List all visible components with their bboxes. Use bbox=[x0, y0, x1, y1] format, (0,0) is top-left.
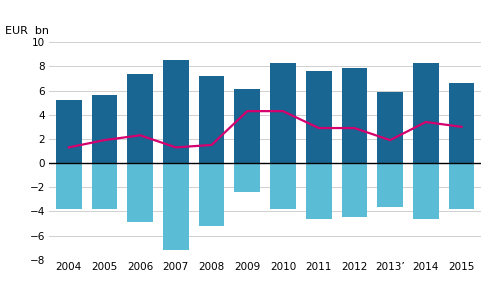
Bar bbox=[377, 92, 403, 163]
Net bbox=[280, 109, 286, 113]
Bar bbox=[56, 163, 82, 209]
Bar bbox=[342, 163, 367, 217]
Bar bbox=[163, 163, 189, 250]
Bar bbox=[306, 163, 331, 219]
Bar bbox=[199, 76, 224, 163]
Bar bbox=[377, 163, 403, 207]
Net bbox=[173, 146, 179, 149]
Bar bbox=[92, 163, 117, 209]
Net bbox=[137, 133, 143, 137]
Net bbox=[209, 143, 215, 147]
Net bbox=[352, 126, 357, 130]
Net bbox=[245, 109, 250, 113]
Bar bbox=[342, 68, 367, 163]
Bar bbox=[449, 83, 474, 163]
Text: EUR  bn: EUR bn bbox=[5, 26, 49, 36]
Bar bbox=[306, 71, 331, 163]
Bar bbox=[413, 163, 438, 219]
Net bbox=[387, 138, 393, 142]
Bar bbox=[127, 163, 153, 222]
Bar bbox=[127, 74, 153, 163]
Bar bbox=[234, 89, 260, 163]
Bar bbox=[270, 163, 296, 209]
Bar bbox=[270, 63, 296, 163]
Bar bbox=[92, 95, 117, 163]
Net bbox=[102, 138, 108, 142]
Net bbox=[423, 120, 429, 124]
Line: Net: Net bbox=[69, 111, 462, 147]
Net bbox=[459, 125, 464, 129]
Net bbox=[66, 146, 72, 149]
Bar bbox=[199, 163, 224, 226]
Net bbox=[316, 126, 322, 130]
Bar bbox=[449, 163, 474, 209]
Bar bbox=[234, 163, 260, 192]
Bar bbox=[413, 63, 438, 163]
Bar bbox=[163, 60, 189, 163]
Bar bbox=[56, 100, 82, 163]
